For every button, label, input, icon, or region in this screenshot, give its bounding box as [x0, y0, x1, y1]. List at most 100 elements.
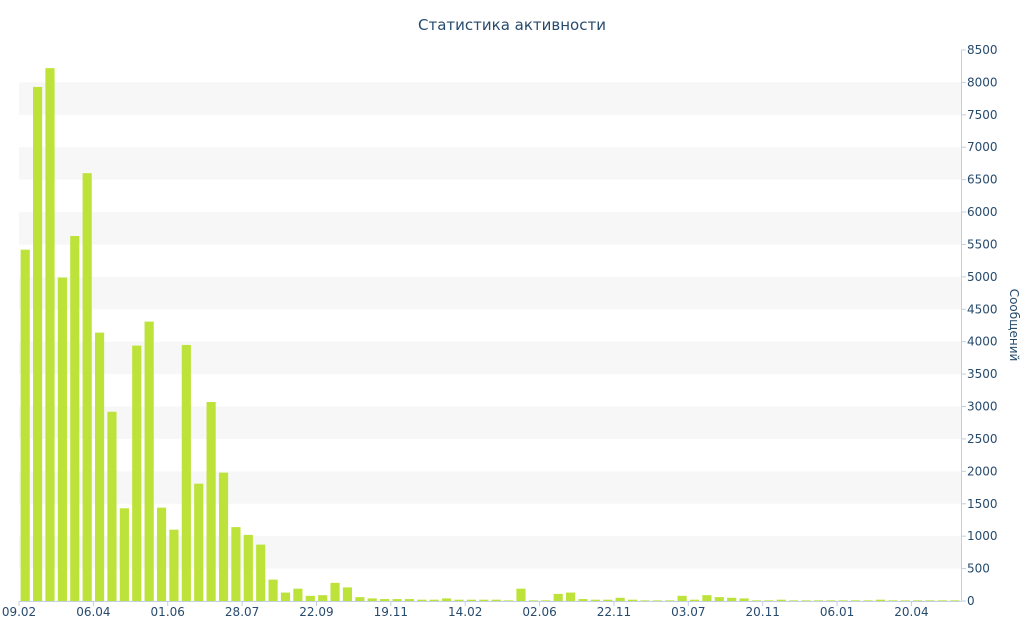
- bar: [727, 597, 737, 601]
- bars: [20, 68, 960, 602]
- bar: [132, 345, 142, 601]
- bar: [689, 599, 700, 601]
- bar: [751, 600, 762, 601]
- bar: [466, 599, 476, 601]
- bar: [615, 597, 625, 601]
- bar: [429, 599, 439, 601]
- bar: [950, 600, 960, 601]
- grid-band: [19, 212, 961, 245]
- bar: [603, 599, 613, 601]
- bar: [652, 600, 662, 601]
- bar: [776, 599, 786, 601]
- x-tick-label: 19.11: [374, 605, 408, 619]
- y-tick-label: 7500: [967, 108, 998, 122]
- x-tick-label: 06.04: [76, 605, 110, 619]
- bar: [665, 600, 675, 601]
- bar: [875, 599, 886, 601]
- x-tick-label: 09.02: [2, 605, 36, 619]
- y-tick-label: 4500: [967, 302, 998, 316]
- y-tick-label: 6000: [967, 205, 998, 219]
- bar: [380, 599, 390, 601]
- bar: [20, 249, 30, 601]
- y-tick-label: 7000: [967, 140, 998, 154]
- bar: [342, 587, 353, 601]
- bar: [194, 483, 204, 601]
- bar: [57, 277, 67, 601]
- axes: [19, 50, 962, 602]
- y-tick-label: 0: [967, 594, 975, 608]
- bar: [826, 600, 836, 601]
- y-tick-label: 3000: [967, 400, 998, 414]
- bar: [516, 588, 526, 601]
- bar: [417, 599, 427, 601]
- y-ticks: 0 500 1000 1500 2000 2500 3000 3500 4000 4500 5000…: [961, 43, 998, 608]
- bar: [702, 595, 712, 601]
- y-tick-label: 2500: [967, 432, 998, 446]
- bar: [442, 598, 452, 601]
- x-tick-label: 14.02: [448, 605, 482, 619]
- bar: [913, 600, 923, 601]
- grid-band: [19, 147, 961, 180]
- bar: [764, 600, 774, 601]
- bar: [813, 600, 824, 601]
- y-tick-label: 8500: [967, 43, 998, 57]
- bar: [256, 544, 266, 601]
- bar: [367, 598, 377, 601]
- bar: [838, 600, 848, 601]
- bar: [565, 592, 576, 601]
- x-tick-label: 22.09: [299, 605, 333, 619]
- bar: [454, 599, 464, 601]
- grid-band: [19, 276, 961, 310]
- bar: [640, 600, 650, 601]
- bar: [45, 68, 55, 601]
- grid-band: [19, 471, 961, 504]
- bar: [789, 600, 799, 601]
- bar: [169, 529, 179, 601]
- bar: [82, 173, 92, 601]
- grid-band: [19, 341, 961, 375]
- bar: [863, 600, 873, 601]
- bar: [330, 582, 340, 601]
- bar: [627, 599, 638, 601]
- y-tick-label: 1000: [967, 529, 998, 543]
- bar: [144, 321, 154, 601]
- bar: [739, 598, 749, 601]
- y-tick-label: 3500: [967, 367, 998, 381]
- x-tick-label: 06.01: [820, 605, 854, 619]
- chart-title: Статистика активности: [418, 16, 606, 34]
- x-tick-label: 02.06: [522, 605, 556, 619]
- y-tick-label: 500: [967, 562, 990, 576]
- bar: [504, 600, 514, 601]
- bar: [801, 600, 811, 601]
- bar: [305, 595, 315, 601]
- bar: [280, 592, 291, 601]
- y-tick-label: 1500: [967, 497, 998, 511]
- y-tick-label: 8000: [967, 75, 998, 89]
- bar: [528, 600, 538, 601]
- bar: [404, 599, 415, 601]
- bar: [900, 600, 910, 601]
- bar: [218, 472, 229, 601]
- bar: [355, 597, 365, 601]
- x-tick-label: 03.07: [671, 605, 705, 619]
- x-tick-label: 20.04: [894, 605, 928, 619]
- y-tick-label: 5500: [967, 237, 998, 251]
- bar: [937, 600, 947, 601]
- x-tick-label: 22.11: [597, 605, 631, 619]
- bar: [677, 595, 687, 601]
- grid-band: [19, 406, 961, 439]
- x-tick-label: 28.07: [225, 605, 259, 619]
- bar: [318, 595, 328, 601]
- bar: [94, 332, 105, 601]
- bar: [243, 534, 253, 601]
- bar: [479, 599, 489, 601]
- y-tick-label: 5000: [967, 270, 998, 284]
- bar: [851, 600, 861, 601]
- bar: [925, 600, 935, 601]
- x-tick-label: 20.11: [746, 605, 780, 619]
- grid-bands: [19, 82, 961, 569]
- y-tick-label: 6500: [967, 173, 998, 187]
- bar: [231, 527, 241, 601]
- bar: [33, 86, 43, 601]
